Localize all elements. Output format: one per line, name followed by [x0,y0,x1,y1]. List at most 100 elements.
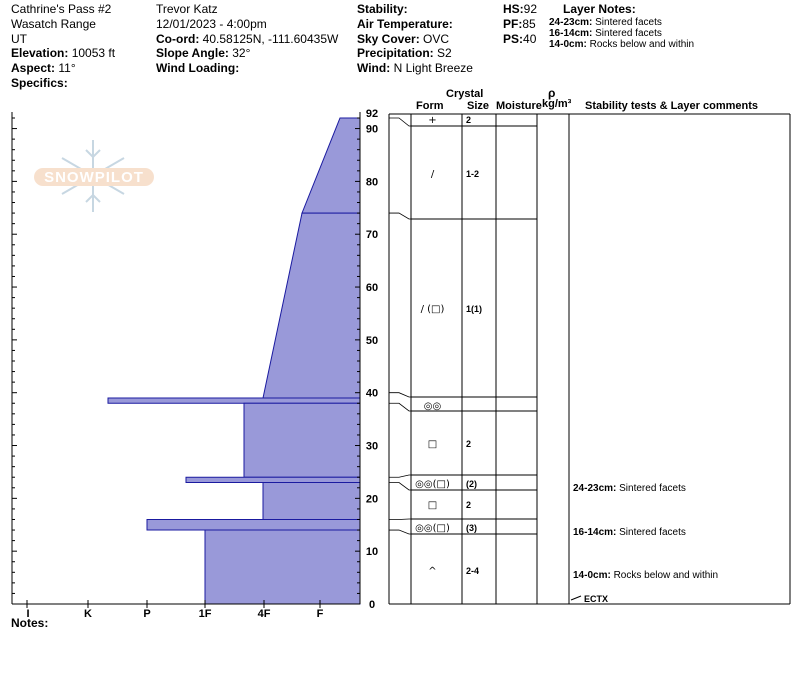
y-tick-label: 70 [366,229,378,241]
layer-note-2: 16-14cm: Sintered facets [549,28,662,39]
layer-comment: 24-23cm: Sintered facets [573,483,686,494]
wind-label: Wind: [357,61,391,75]
density-header: kg/m³ [542,98,572,110]
rho-header: ρ [548,86,556,100]
hs: HS:92 [503,2,537,17]
layer-comment: 14-0cm: Rocks below and within [573,570,718,581]
hs-label: HS: [503,2,524,16]
ps: PS:40 [503,32,536,47]
pf: PF:85 [503,17,536,32]
y-tick-label: 40 [366,388,378,400]
sky-value: OVC [423,32,450,46]
observer-name: Trevor Katz [156,2,218,16]
state: UT [11,32,27,46]
hardness-layer [204,529,361,605]
notes-label: Notes: [11,616,49,630]
pf-value: 85 [522,17,536,31]
logo-text: SNOWPILOT [44,169,144,186]
layer-connector [389,212,411,220]
layer-comment: 16-14cm: Sintered facets [573,527,686,538]
ps-value: 40 [523,32,537,46]
layer-note-range: 14-0cm: [549,39,587,50]
comments-header: Stability tests & Layer comments [585,100,759,112]
wind-loading-label: Wind Loading: [156,61,240,75]
sky-cover: Sky Cover: OVC [357,32,449,47]
layer-note-text: Sintered facets [595,28,662,39]
y-tick-label: 0 [369,599,375,611]
hardness-tick-label: I [26,608,29,620]
elevation: Elevation: 10053 ft [11,46,115,61]
slope-label: Slope Angle: [156,46,229,60]
wind: Wind: N Light Breeze [357,61,473,76]
layer-note-text: Rocks below and within [589,39,695,50]
y-tick-label: 80 [366,176,378,188]
aspect-label: Aspect: [11,61,56,75]
crystal-size: 1(1) [466,304,482,314]
slope-angle: Slope Angle: 32° [156,46,250,61]
precipitation: Precipitation: S2 [357,46,452,61]
hardness-tick-label: 4F [258,608,271,620]
hardness-tick-label: 1F [199,608,212,620]
aspect-value: 11° [58,61,76,75]
layer-connector [389,392,411,398]
y-tick-label: 30 [366,441,378,453]
y-tick-label: 10 [366,546,378,558]
stability-label: Stability: [357,2,408,16]
hardness-tick-label: P [143,608,150,620]
crystal-size: 2 [466,439,471,449]
y-tick-label: 90 [366,124,378,136]
slope-value: 32° [232,46,251,60]
hardness-layer [146,518,361,531]
crystal-size: 2 [466,115,471,125]
hs-value: 92 [523,2,538,16]
crystal-form: ◎◎ [424,401,441,412]
crystal-form: / (□) [421,304,445,315]
crystal-size: 2-4 [466,566,479,576]
layer-notes-title: Layer Notes: [563,2,636,16]
form-header: Form [416,100,444,112]
crystal-form: ◎◎(□) [415,523,450,534]
snowpilot-logo: SNOWPILOT [34,140,154,212]
crystal-form: ^ [428,566,436,577]
hardness-layer [243,402,361,478]
ps-label: PS: [503,32,524,46]
elevation-value: 10053 ft [71,46,116,60]
layer-note-3: 14-0cm: Rocks below and within [549,39,694,50]
layer-note-range: 24-23cm: [549,17,593,28]
ectx-pointer [570,595,582,601]
coord-label: Co-ord: [156,32,200,46]
y-tick-label: 20 [366,493,378,505]
crystal-form: + [428,115,436,126]
observation-datetime: 12/01/2023 - 4:00pm [156,17,267,31]
hardness-layer [262,212,361,399]
layer-connector [389,402,411,412]
crystal-size: 1-2 [466,169,479,179]
wind-value: N Light Breeze [393,61,473,75]
y-tick-label: 50 [366,335,378,347]
crystal-size: (2) [466,479,477,489]
layer-connector [389,482,411,491]
sky-label: Sky Cover: [357,32,420,46]
crystal-size: 2 [466,500,471,510]
y-tick-label: 92 [366,108,378,120]
layer-connector [389,474,411,478]
location-name: Cathrine's Pass #2 [11,2,112,16]
size-header: Size [467,100,490,112]
elevation-label: Elevation: [11,46,69,60]
precip-value: S2 [437,46,452,60]
crystal-size: (3) [466,523,477,533]
layer-note-text: Sintered facets [595,17,662,28]
layer-note-1: 24-23cm: Sintered facets [549,17,662,28]
layer-connector [389,529,411,535]
layer-comment: ECTX [584,594,608,604]
logo-banner [34,168,154,186]
hardness-layer [262,482,361,520]
mountain-range: Wasatch Range [11,17,96,31]
hardness-tick-label: K [84,608,92,620]
hardness-tick-label: F [317,608,324,620]
layer-connector [389,117,411,127]
pf-label: PF: [503,17,523,31]
aspect: Aspect: 11° [11,61,76,76]
crystal-form: □ [428,500,437,511]
